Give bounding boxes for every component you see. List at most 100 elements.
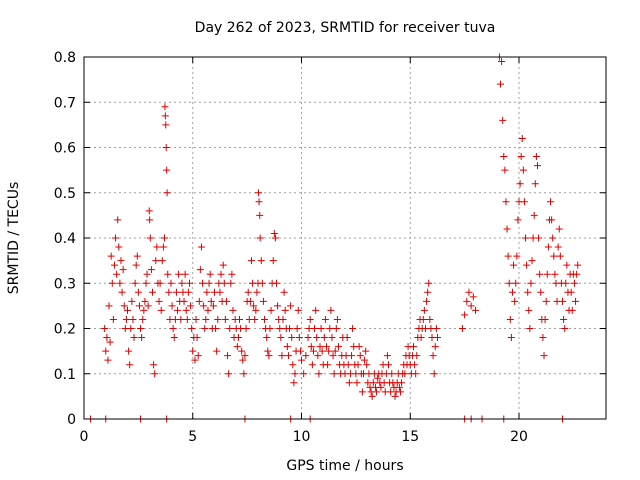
data-point [332, 325, 340, 332]
data-point [149, 288, 157, 296]
data-point [527, 279, 535, 287]
data-point [114, 216, 122, 224]
data-point [165, 288, 173, 296]
data-point [185, 279, 193, 287]
data-point [256, 211, 264, 219]
data-point [458, 325, 466, 332]
data-point [425, 279, 433, 287]
data-point [300, 370, 308, 378]
data-point [499, 116, 507, 124]
data-point [472, 306, 479, 314]
data-point [213, 347, 221, 355]
data-point [287, 302, 295, 310]
data-point [353, 379, 361, 387]
plot-frame [83, 56, 607, 420]
data-point [532, 153, 540, 161]
data-point [253, 288, 261, 296]
data-point [153, 243, 161, 251]
data-point [159, 243, 167, 251]
data-point [116, 279, 124, 287]
data-point [410, 343, 418, 351]
data-point [158, 257, 166, 265]
data-point [109, 315, 117, 323]
data-point [321, 315, 329, 323]
data-point [504, 252, 512, 260]
y-tick-label: 0.3 [54, 276, 76, 292]
data-point [188, 325, 196, 332]
data-point [117, 257, 125, 265]
data-point [469, 293, 477, 301]
data-point [385, 361, 392, 369]
data-point [289, 361, 297, 369]
data-point [251, 315, 259, 323]
data-point [549, 234, 557, 242]
data-point [320, 334, 328, 342]
data-point [278, 352, 286, 360]
data-point [220, 279, 228, 287]
data-point [318, 347, 326, 355]
data-point [329, 352, 337, 360]
x-tick-label: 5 [188, 429, 197, 445]
data-point [363, 361, 371, 369]
data-point [225, 370, 233, 378]
data-point [122, 315, 130, 323]
data-point [255, 198, 263, 206]
data-point [161, 112, 169, 120]
data-point [103, 334, 111, 342]
data-point [212, 325, 220, 332]
data-point [373, 388, 381, 396]
data-point [130, 334, 138, 342]
y-axis-label: SRMTID / TECUs [6, 182, 22, 295]
data-point [465, 288, 473, 296]
data-point [542, 297, 550, 305]
data-point [348, 352, 356, 360]
data-point [277, 334, 285, 342]
data-point [514, 216, 522, 224]
data-point [104, 356, 112, 364]
data-point [369, 379, 377, 387]
data-point [316, 343, 324, 351]
data-point [250, 302, 258, 310]
data-point [573, 270, 581, 278]
data-point [327, 306, 335, 314]
data-point [544, 243, 552, 251]
data-point [229, 306, 237, 314]
data-point [281, 306, 289, 314]
data-point [196, 266, 204, 274]
data-point [559, 297, 566, 305]
data-point [174, 306, 182, 314]
data-point [146, 234, 154, 242]
data-point [207, 297, 215, 305]
data-point [574, 261, 582, 269]
data-point [417, 334, 425, 342]
data-point [355, 343, 363, 351]
data-point [128, 297, 136, 305]
data-point [256, 234, 264, 242]
data-point [120, 302, 128, 310]
data-point [197, 243, 205, 251]
y-tick-label: 0.5 [54, 186, 76, 202]
data-point [467, 302, 475, 310]
data-point [133, 252, 141, 260]
data-point [508, 288, 516, 296]
data-point [315, 370, 323, 378]
data-point [189, 347, 197, 355]
data-point [523, 261, 531, 269]
data-point [267, 306, 275, 314]
data-point [304, 334, 312, 342]
data-point [119, 266, 127, 274]
y-tick-label: 0.8 [54, 50, 76, 66]
data-point [283, 343, 291, 351]
data-point [519, 166, 527, 174]
data-point [102, 347, 110, 355]
data-point [234, 334, 242, 342]
data-point [361, 356, 369, 364]
data-point [183, 315, 191, 323]
data-point [181, 270, 189, 278]
data-point [562, 279, 570, 287]
chart-title: Day 262 of 2023, SRMTID for receiver tuv… [195, 20, 496, 36]
data-point [503, 225, 511, 233]
data-point [129, 315, 137, 323]
data-point [205, 279, 213, 287]
data-point [377, 383, 385, 391]
